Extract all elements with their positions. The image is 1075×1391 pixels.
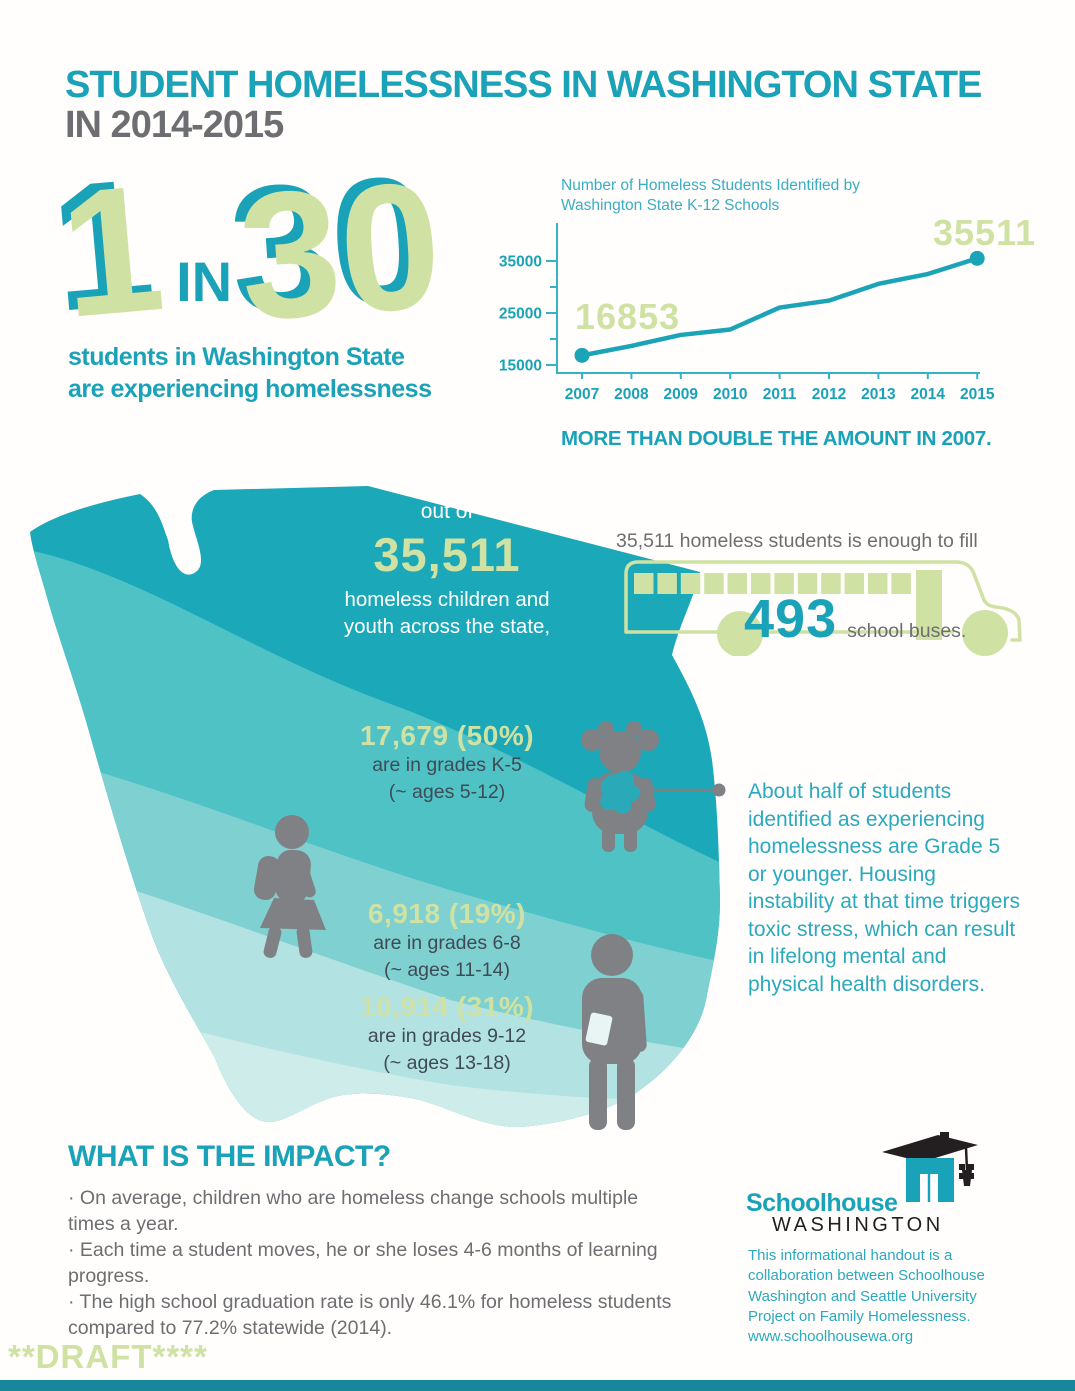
grade-group-912-ages: (~ ages 13-18) xyxy=(383,1051,511,1074)
grade-group-912-grades: are in grades 9-12 xyxy=(367,1025,527,1047)
first-point-label: 16853 xyxy=(575,296,681,337)
walking-girl-icon xyxy=(253,815,326,958)
svg-text:2014: 2014 xyxy=(911,386,946,403)
heart-blob-icon xyxy=(600,770,641,814)
logo-name: Schoolhouse xyxy=(746,1189,898,1217)
ratio-connector: IN xyxy=(176,249,233,313)
svg-text:2013: 2013 xyxy=(861,386,896,403)
impact-bullet-3: · The high school graduation rate is onl… xyxy=(68,1290,672,1339)
bus-count-row: 493 school buses. xyxy=(744,588,966,650)
callout-connector xyxy=(648,783,726,797)
school-bus-icon xyxy=(624,560,1022,656)
map-total: 35,511 xyxy=(373,528,521,581)
svg-text:35000: 35000 xyxy=(499,254,542,271)
grade-group-k5-grades: are in grades K-5 xyxy=(372,754,522,776)
bus-unit: school buses. xyxy=(847,620,967,642)
grade-group-k5: 17,679 (50%) are in grades K-5 (~ ages 5… xyxy=(272,720,622,806)
grade-group-912-stat: 10,914 (31%) xyxy=(359,991,535,1022)
bus-count: 493 xyxy=(744,589,838,649)
credit-text: This informational handout is a collabor… xyxy=(748,1247,985,1325)
map-out-of: out of xyxy=(420,500,474,523)
svg-text:2012: 2012 xyxy=(812,386,846,403)
draft-watermark: **DRAFT**** xyxy=(8,1338,208,1375)
page-title: STUDENT HOMELESSNESS IN WASHINGTON STATE xyxy=(65,64,982,106)
svg-text:2009: 2009 xyxy=(664,386,699,403)
ratio-figure: 1 IN 30 xyxy=(53,144,447,358)
credit-block: This informational handout is a collabor… xyxy=(748,1246,988,1347)
page-subtitle: IN 2014-2015 xyxy=(65,104,284,146)
svg-text:15000: 15000 xyxy=(499,358,542,375)
svg-text:2015: 2015 xyxy=(960,386,995,403)
ratio-caption: students in Washington State are experie… xyxy=(68,341,432,405)
washington-state-map xyxy=(30,486,726,1130)
logo-name-line2: WASHINGTON xyxy=(772,1214,944,1236)
bus-lead-text: 35,511 homeless students is enough to fi… xyxy=(616,530,978,552)
impact-bullet-2: · Each time a student moves, he or she l… xyxy=(68,1238,658,1287)
bus-door xyxy=(916,570,942,640)
homeless-students-trend-chart: 35000 25000 15000 2007 2008 2009 2010 2011 2012 2… xyxy=(499,223,995,403)
credit-url[interactable]: www.schoolhousewa.org xyxy=(748,1328,914,1345)
last-point-label: 35511 xyxy=(933,212,1037,253)
impact-heading: WHAT IS THE IMPACT? xyxy=(68,1140,391,1173)
toxic-stress-note: About half of students identified as exp… xyxy=(748,780,1020,996)
bus-wheel-front xyxy=(962,610,1008,656)
ratio-numerator: 1 xyxy=(53,147,171,356)
grade-group-68-grades: are in grades 6-8 xyxy=(373,932,521,954)
chart-title: Number of Homeless Students Identified b… xyxy=(561,177,860,215)
grade-group-68: 6,918 (19%) are in grades 6-8 (~ ages 11… xyxy=(272,898,622,984)
grade-group-68-ages: (~ ages 11-14) xyxy=(384,958,510,981)
grade-group-k5-stat: 17,679 (50%) xyxy=(359,720,535,751)
window-dots-icon xyxy=(959,1164,974,1179)
impact-bullets: · On average, children who are homeless … xyxy=(68,1186,690,1342)
impact-bullet-1: · On average, children who are homeless … xyxy=(68,1187,639,1235)
ratio-denominator: 30 xyxy=(233,144,448,359)
book-icon xyxy=(585,1012,613,1046)
grade-group-68-stat: 6,918 (19%) xyxy=(367,898,527,929)
grade-group-912: 10,914 (31%) are in grades 9-12 (~ ages … xyxy=(272,991,622,1077)
chart-note: MORE THAN DOUBLE THE AMOUNT IN 2007. xyxy=(561,427,992,450)
grade-group-k5-ages: (~ ages 5-12) xyxy=(388,780,506,803)
footer-bar xyxy=(0,1380,1075,1391)
svg-text:2007: 2007 xyxy=(565,386,599,403)
teen-icon xyxy=(582,934,647,1130)
schoolhouse-logo-icon xyxy=(882,1132,978,1202)
svg-text:2008: 2008 xyxy=(614,386,649,403)
svg-text:2010: 2010 xyxy=(713,386,747,403)
bus-wheel-rear xyxy=(717,611,763,656)
ratio-caption-line1: students in Washington State xyxy=(68,343,405,371)
map-total-caption: homeless children and youth across the s… xyxy=(297,586,597,640)
svg-text:25000: 25000 xyxy=(499,306,542,323)
tassel-icon xyxy=(964,1147,969,1171)
svg-text:2011: 2011 xyxy=(763,386,797,403)
map-total-caption-line2: youth across the state, xyxy=(343,615,551,639)
ratio-caption-line2: are experiencing homelessness xyxy=(68,375,432,403)
map-total-caption-line1: homeless children and xyxy=(344,588,550,611)
